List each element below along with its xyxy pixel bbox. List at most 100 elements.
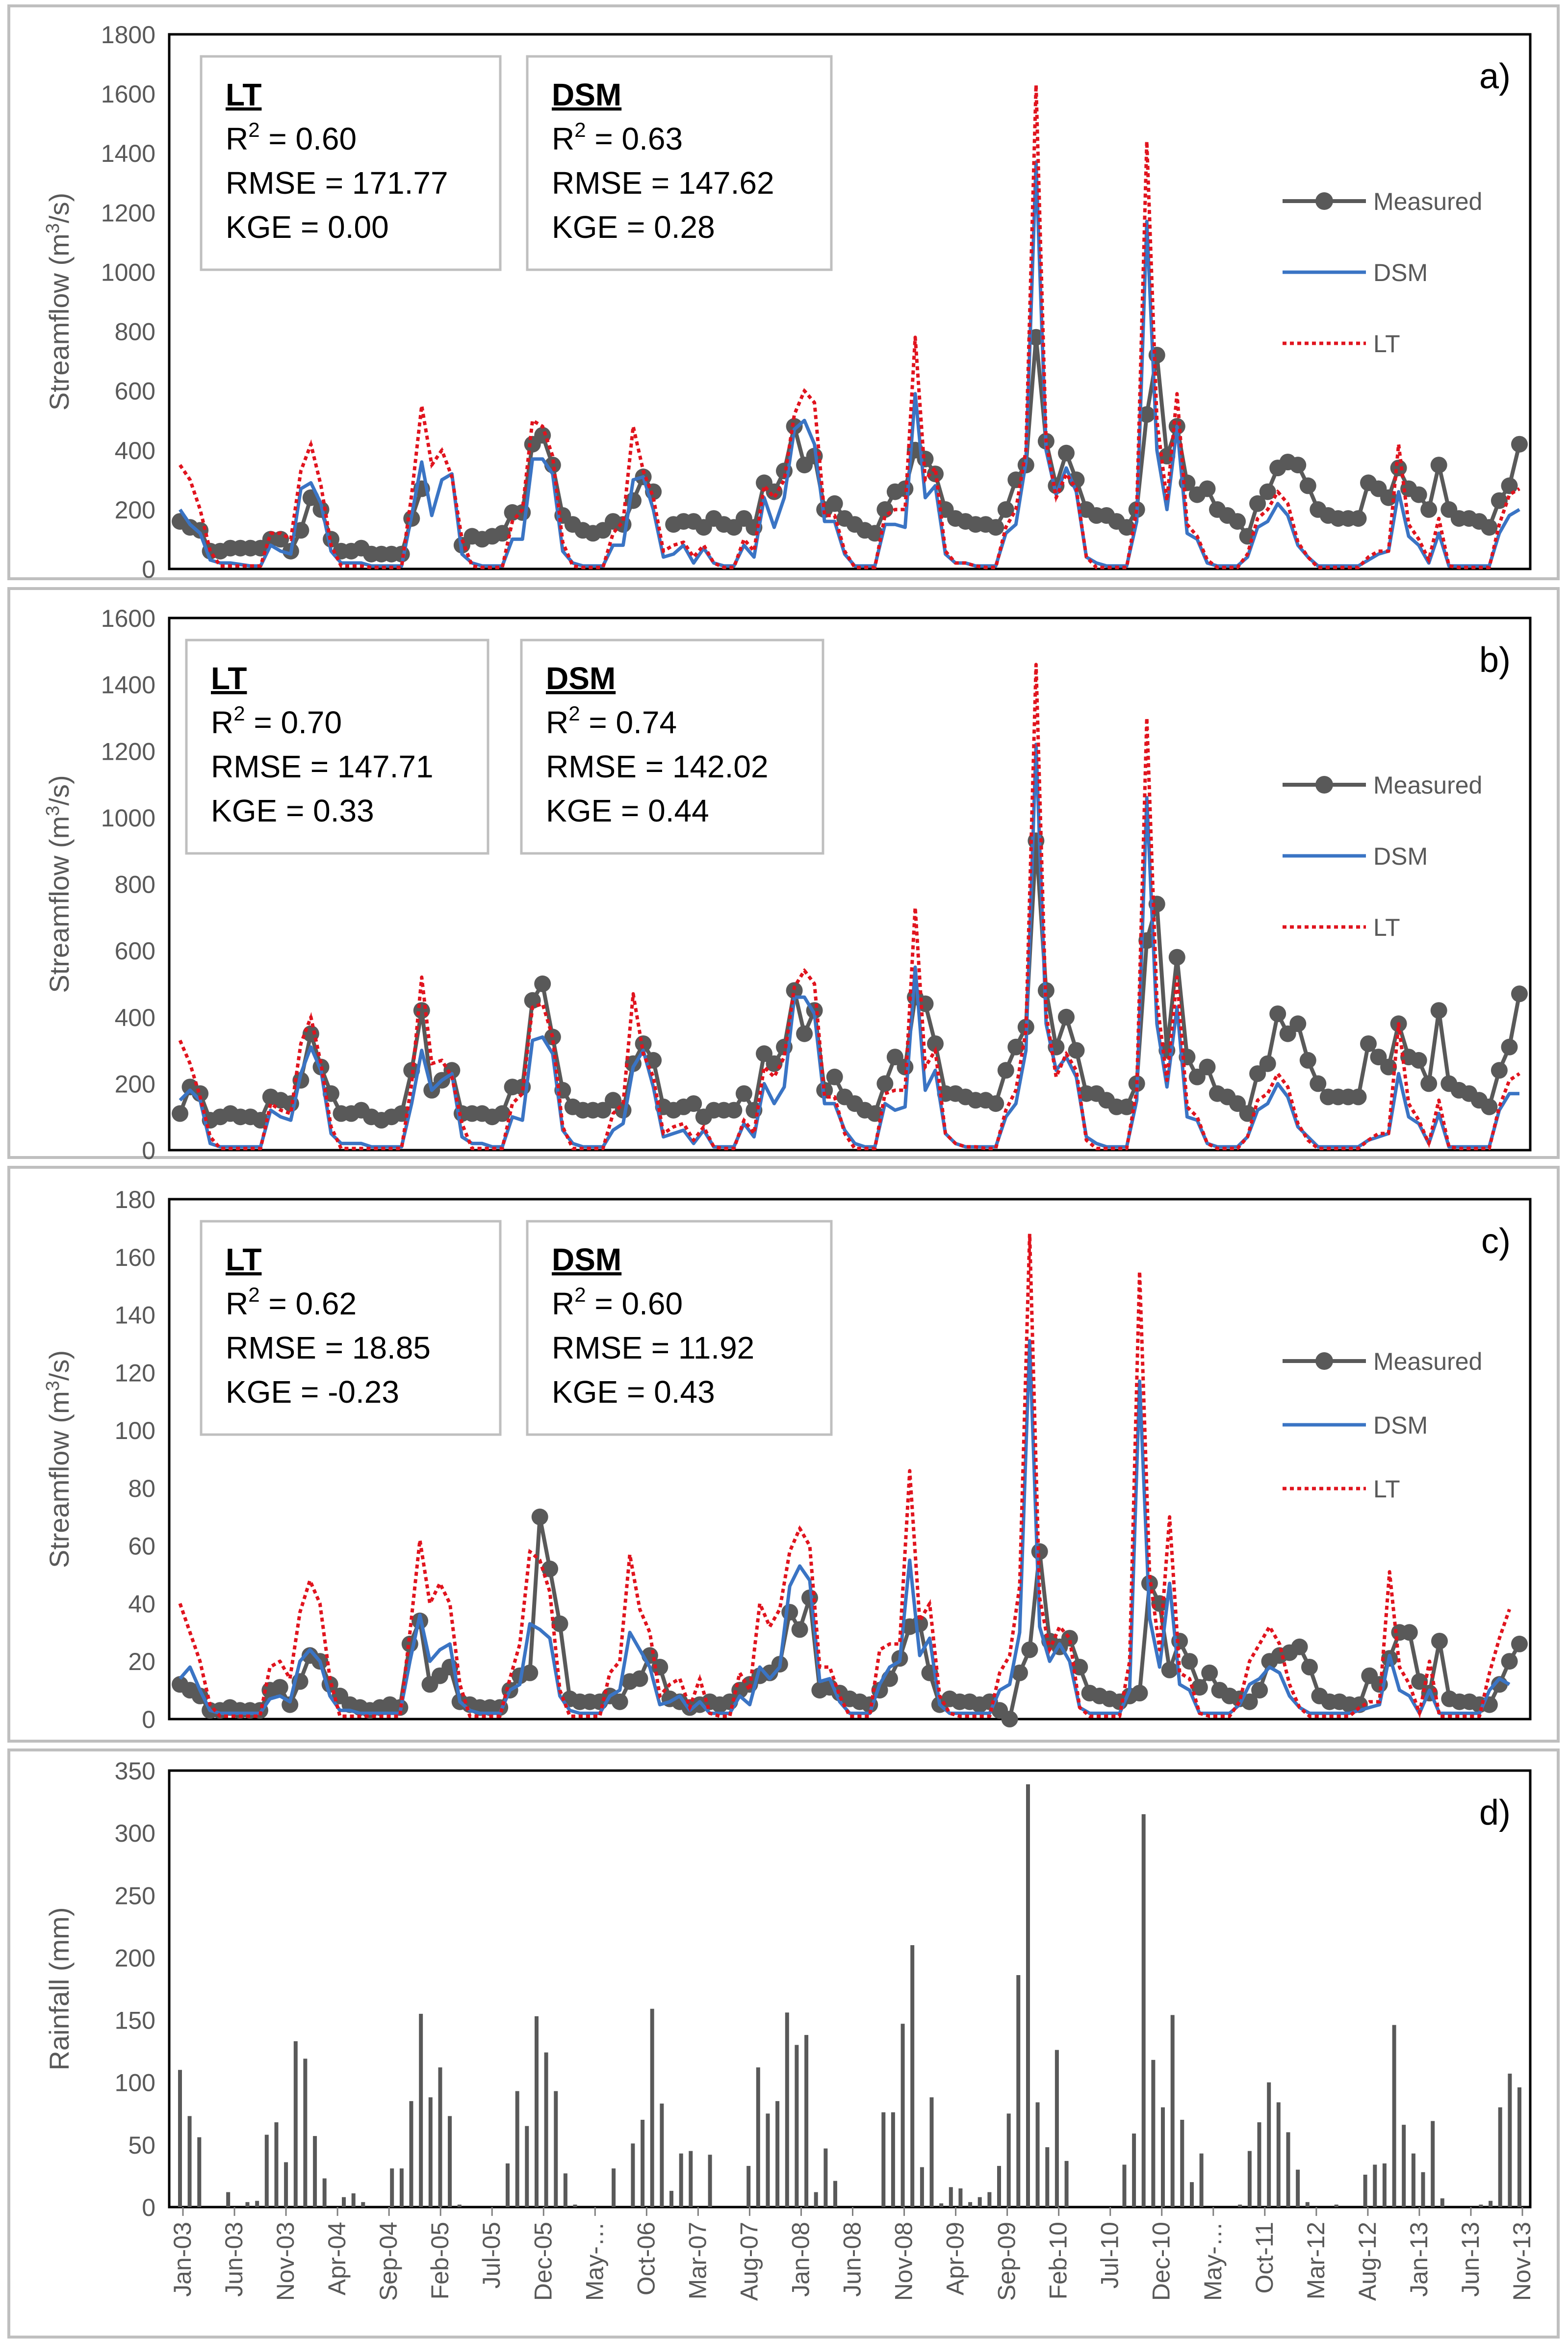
panel-c: 0 20 40 60 80 100 120 140 160 180 Streamflow (m3/s… [7, 1166, 1560, 1743]
rainfall-bar [1180, 2120, 1184, 2207]
measured-point [494, 525, 511, 542]
stats-rmse: RMSE = 147.62 [552, 165, 774, 201]
y-tick-label: 1000 [101, 258, 155, 286]
measured-point [1068, 1042, 1085, 1059]
rainfall-bar [1286, 2132, 1290, 2207]
stats-r2: R2 = 0.74 [546, 702, 677, 740]
rainfall-bar [1392, 2025, 1396, 2207]
measured-point [796, 1025, 813, 1042]
rainfall-bar [274, 2122, 279, 2207]
rainfall-bar [1132, 2134, 1136, 2207]
measured-point [1291, 1638, 1308, 1655]
x-tick-label: May-… [581, 2222, 608, 2301]
rainfall-bar [1402, 2125, 1406, 2207]
rainfall-bar [448, 2116, 452, 2207]
measured-point [1501, 1038, 1518, 1055]
rainfall-bar [1479, 2204, 1483, 2207]
y-tick-label: 800 [115, 871, 155, 899]
legend-label-dsm: DSM [1373, 259, 1428, 286]
measured-point [997, 1062, 1014, 1079]
measured-point [413, 1002, 430, 1019]
rainfall-bar [708, 2155, 712, 2207]
rainfall-bar [390, 2168, 394, 2207]
rainfall-bar [1016, 1975, 1021, 2207]
y-tick-label: 1400 [101, 140, 155, 167]
series-line-lt-overlay [179, 664, 1520, 1150]
rainfall-bar [1267, 2082, 1271, 2207]
measured-point [1401, 1624, 1418, 1641]
stats-box-frame [200, 1220, 502, 1436]
measured-point [645, 1052, 662, 1069]
x-tick-label: Jun-08 [839, 2222, 866, 2297]
rainfall-bar [361, 2202, 365, 2207]
measured-point [1501, 477, 1518, 494]
rainfall-bar [1296, 2169, 1300, 2207]
panel-letter: b) [1479, 641, 1511, 680]
rainfall-bar [515, 2091, 519, 2207]
rainfall-bar [689, 2151, 693, 2207]
measured-point [1259, 1055, 1276, 1072]
measured-point [866, 525, 883, 542]
y-tick-label: 0 [142, 1706, 155, 1733]
rainfall-bar [1498, 2107, 1502, 2207]
y-tick-label: 140 [115, 1302, 155, 1329]
measured-point [1420, 501, 1438, 518]
x-tick-label: Dec-10 [1148, 2222, 1175, 2301]
measured-point [766, 483, 783, 500]
measured-point [625, 492, 642, 509]
y-tick-label: 1600 [101, 80, 155, 108]
measured-point [1410, 1052, 1427, 1069]
measured-point [1511, 436, 1528, 453]
y-tick-label: 600 [115, 378, 155, 405]
y-tick-label: 120 [115, 1359, 155, 1387]
rainfall-bar [506, 2163, 510, 2207]
measured-point [1007, 1038, 1025, 1055]
rainfall-bar [650, 2008, 654, 2207]
stats-box-lt: LT R2 = 0.60 RMSE = 171.77 KGE = 0.00 [200, 55, 502, 271]
measured-point [1411, 1673, 1428, 1690]
rainfall-bar [1411, 2153, 1415, 2207]
panel-a: 0 200 400 600 800 1000 1200 1400 1600 1800 Streamf… [7, 4, 1560, 583]
series-line-lt-overlay [179, 1234, 1511, 1719]
stats-rmse: RMSE = 171.77 [226, 165, 448, 201]
x-tick-label: Jan-03 [169, 2222, 196, 2297]
stats-box-frame [526, 1220, 833, 1436]
rainfall-bar [669, 2190, 673, 2207]
rainfall-bar [1247, 2151, 1252, 2207]
rainfall-bar [1199, 2153, 1204, 2207]
measured-point [1001, 1711, 1018, 1727]
rainfall-bar [795, 2045, 799, 2207]
y-axis-title: Streamflow (m3/s) [43, 775, 75, 993]
measured-point [1118, 519, 1135, 536]
x-tick-label: Feb-10 [1045, 2222, 1072, 2299]
measured-point [791, 1621, 808, 1638]
stats-title: DSM [552, 77, 621, 112]
y-tick-label: 50 [128, 2132, 155, 2159]
rainfall-bar [900, 2024, 905, 2207]
measured-point [1181, 1653, 1198, 1670]
measured-point [551, 1615, 568, 1632]
stats-rmse: RMSE = 11.92 [552, 1330, 754, 1365]
legend-label-lt: LT [1373, 330, 1400, 358]
y-tick-label: 600 [115, 937, 155, 965]
rainfall-bar [1517, 2087, 1521, 2207]
rainfall-bar [1045, 2147, 1050, 2207]
measured-point [1380, 1058, 1397, 1076]
measured-point [781, 1604, 798, 1621]
stats-r2: R2 = 0.62 [226, 1283, 357, 1321]
rainfall-bar [977, 2197, 982, 2207]
rainfall-bar [746, 2166, 751, 2207]
rainfall-bar [313, 2136, 317, 2207]
measured-point [1511, 985, 1528, 1003]
panel-d: 0 50 100 150 200 250 300 350 Rainfall (mm) d) Jan-… [7, 1749, 1560, 2339]
legend-marker [1315, 776, 1333, 794]
legend-marker [1315, 192, 1333, 210]
measured-point [987, 1095, 1004, 1112]
measured-point [611, 1693, 628, 1710]
measured-point [1241, 1693, 1258, 1710]
stats-kge: KGE = 0.44 [546, 793, 709, 828]
measured-point [1007, 471, 1025, 489]
measured-point [1299, 477, 1316, 494]
rainfall-bar [1363, 2174, 1367, 2207]
